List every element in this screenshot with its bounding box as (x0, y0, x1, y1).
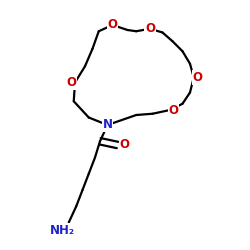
Text: NH₂: NH₂ (50, 224, 75, 236)
Text: O: O (66, 76, 76, 89)
Text: O: O (108, 18, 118, 32)
Text: O: O (169, 104, 179, 117)
Text: O: O (192, 71, 202, 84)
Text: O: O (120, 138, 130, 151)
Text: N: N (102, 118, 113, 132)
Text: O: O (145, 22, 155, 35)
